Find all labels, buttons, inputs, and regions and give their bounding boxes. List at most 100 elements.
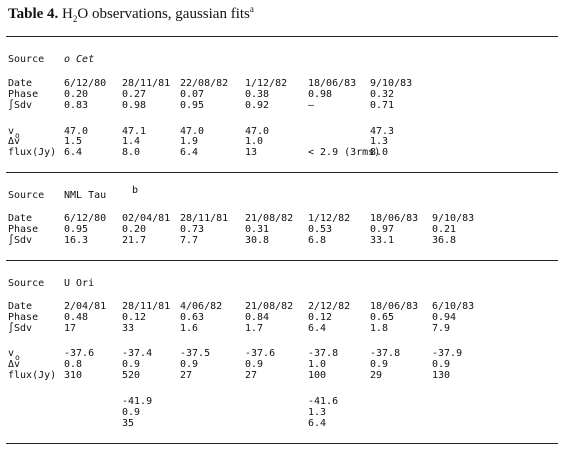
cell: 17 xyxy=(64,323,77,334)
title-rest: O observations, gaussian fits xyxy=(77,6,250,22)
cell: 1.7 xyxy=(245,323,264,334)
cell: 36.8 xyxy=(432,235,457,246)
row-label-sub: o xyxy=(15,353,20,362)
cell: 0.9 xyxy=(370,359,389,370)
cell: 8.0 xyxy=(122,147,141,158)
cell: 520 xyxy=(122,370,141,381)
cell: 22/08/82 xyxy=(180,78,229,89)
cell: 33.1 xyxy=(370,235,395,246)
cell: 1.0 xyxy=(308,359,327,370)
cell: 2/04/81 xyxy=(64,301,107,312)
cell: 0.65 xyxy=(370,312,395,323)
rule xyxy=(6,172,558,173)
source-label: Source xyxy=(8,278,45,289)
cell: 0.9 xyxy=(122,407,141,418)
cell: 18/06/83 xyxy=(308,78,357,89)
cell: 6/12/80 xyxy=(64,213,107,224)
rule xyxy=(6,443,558,444)
cell: 0.9 xyxy=(432,359,451,370)
cell: 1.9 xyxy=(180,136,199,147)
row-label: Date xyxy=(8,301,33,312)
cell: 21/08/82 xyxy=(245,213,294,224)
title-note: a xyxy=(249,4,254,14)
source-note: b xyxy=(132,185,139,196)
cell: 0.98 xyxy=(122,100,147,111)
cell: 30.8 xyxy=(245,235,270,246)
cell: 0.8 xyxy=(64,359,83,370)
cell: 33 xyxy=(122,323,135,334)
cell: 47.0 xyxy=(64,126,89,137)
cell: 0.20 xyxy=(64,89,89,100)
cell: 6/10/83 xyxy=(432,301,475,312)
source-label: Source xyxy=(8,54,45,65)
row-label: Δv xyxy=(8,136,21,147)
cell: 1/12/82 xyxy=(308,213,351,224)
row-label: ∫Sdv xyxy=(8,323,33,334)
cell: 16.3 xyxy=(64,235,89,246)
cell: 28/11/81 xyxy=(122,78,171,89)
cell: 0.38 xyxy=(245,89,270,100)
cell: 0.31 xyxy=(245,224,270,235)
cell: 1.3 xyxy=(370,136,389,147)
cell: 6.4 xyxy=(64,147,83,158)
cell: 9/10/83 xyxy=(432,213,475,224)
cell: -37.8 xyxy=(308,348,339,359)
cell: 6.4 xyxy=(308,418,327,429)
source-name: o Cet xyxy=(64,54,95,65)
cell: 21.7 xyxy=(122,235,147,246)
cell: 0.84 xyxy=(245,312,270,323)
cell: -37.6 xyxy=(245,348,276,359)
cell: 0.20 xyxy=(122,224,147,235)
cell: 310 xyxy=(64,370,83,381)
source-label: Source xyxy=(8,190,45,201)
cell: 0.63 xyxy=(180,312,205,323)
cell: 0.71 xyxy=(370,100,395,111)
cell: 0.97 xyxy=(370,224,395,235)
cell: 0.12 xyxy=(122,312,147,323)
cell: 1/12/82 xyxy=(245,78,288,89)
cell: -41.6 xyxy=(308,396,339,407)
cell: 0.98 xyxy=(308,89,333,100)
cell: 6/12/80 xyxy=(64,78,107,89)
cell: 7.7 xyxy=(180,235,199,246)
cell: 0.83 xyxy=(64,100,89,111)
cell: 1.6 xyxy=(180,323,199,334)
cell: 47.1 xyxy=(122,126,147,137)
cell: 9/10/83 xyxy=(370,78,413,89)
cell: 0.94 xyxy=(432,312,457,323)
row-label: v xyxy=(8,348,15,359)
cell: 4/06/82 xyxy=(180,301,223,312)
row-label: v xyxy=(8,126,15,137)
cell: 2/12/82 xyxy=(308,301,351,312)
cell: 47.0 xyxy=(245,126,270,137)
cell: 8.0 xyxy=(370,147,389,158)
cell: 0.12 xyxy=(308,312,333,323)
cell: 0.9 xyxy=(122,359,141,370)
cell: 21/08/82 xyxy=(245,301,294,312)
cell: -41.9 xyxy=(122,396,153,407)
cell: 0.48 xyxy=(64,312,89,323)
row-label: flux(Jy) xyxy=(8,370,57,381)
cell: 02/04/81 xyxy=(122,213,171,224)
source-name: U Ori xyxy=(64,278,95,289)
cell: 1.8 xyxy=(370,323,389,334)
cell: 0.73 xyxy=(180,224,205,235)
row-label: flux(Jy) xyxy=(8,147,57,158)
cell: 0.21 xyxy=(432,224,457,235)
cell: -37.4 xyxy=(122,348,153,359)
cell: 28/11/81 xyxy=(122,301,171,312)
cell: 1.5 xyxy=(64,136,83,147)
cell: 0.32 xyxy=(370,89,395,100)
cell: 6.4 xyxy=(308,323,327,334)
title-sub: 2 xyxy=(72,14,78,24)
row-label: Date xyxy=(8,213,33,224)
table-title: Table 4. H2O observations, gaussian fits… xyxy=(8,4,254,24)
cell: 13 xyxy=(245,147,258,158)
cell: 35 xyxy=(122,418,135,429)
cell: 47.3 xyxy=(370,126,395,137)
row-label: ∫Sdv xyxy=(8,100,33,111)
cell: 27 xyxy=(180,370,193,381)
row-label: Date xyxy=(8,78,33,89)
cell: 6.8 xyxy=(308,235,327,246)
